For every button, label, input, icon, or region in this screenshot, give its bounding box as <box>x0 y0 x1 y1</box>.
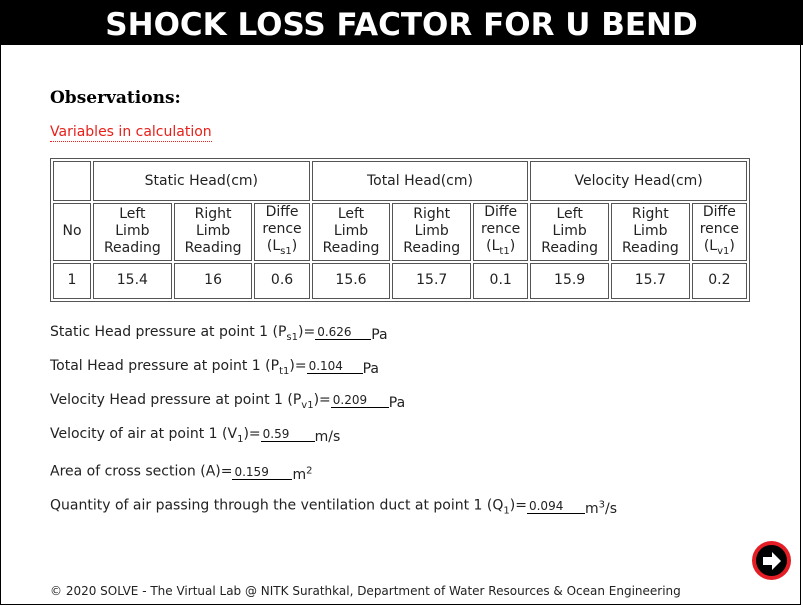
static-right-header: Right Limb Reading <box>173 203 253 261</box>
total-left-value: 15.6 <box>311 262 391 299</box>
total-right-value: 15.7 <box>392 262 472 299</box>
air-quantity-value: 0.094 <box>526 499 585 514</box>
static-pressure-line: Static Head pressure at point 1 (Ps1)= 0.… <box>50 324 388 343</box>
next-button[interactable] <box>752 541 791 580</box>
static-head-header: Static Head(cm) <box>93 161 310 201</box>
footer-copyright: © 2020 SOLVE - The Virtual Lab @ NITK Su… <box>50 584 681 598</box>
velocity-left-value: 15.9 <box>530 262 609 299</box>
total-left-header: Left Limb Reading <box>311 203 391 261</box>
no-header-empty <box>53 161 91 201</box>
no-header: No <box>53 203 91 261</box>
static-pressure-value: 0.626 <box>315 325 372 340</box>
air-velocity-line: Velocity of air at point 1 (V1)= 0.59 m/s <box>50 426 341 445</box>
total-pressure-line: Total Head pressure at point 1 (Pt1)= 0.1… <box>50 358 379 377</box>
static-diff-value: 0.6 <box>254 262 310 299</box>
static-diff-header: Diffe rence (Ls1) <box>254 203 310 261</box>
velocity-diff-value: 0.2 <box>691 262 747 299</box>
velocity-pressure-value: 0.209 <box>330 393 389 408</box>
static-left-header: Left Limb Reading <box>93 203 172 261</box>
velocity-diff-header: Diffe rence (Lv1) <box>691 203 747 261</box>
row-no: 1 <box>53 262 91 299</box>
observations-heading: Observations: <box>50 88 181 108</box>
variables-link[interactable]: Variables in calculation <box>50 124 212 142</box>
area-line: Area of cross section (A)= 0.159 m2 <box>50 463 313 483</box>
velocity-head-header: Velocity Head(cm) <box>530 161 747 201</box>
air-velocity-value: 0.59 <box>260 427 315 442</box>
total-head-header: Total Head(cm) <box>311 161 529 201</box>
total-pressure-value: 0.104 <box>306 359 363 374</box>
static-left-value: 15.4 <box>93 262 172 299</box>
table-row: 1 15.4 16 0.6 15.6 15.7 0.1 15.9 15.7 0.… <box>53 262 747 299</box>
area-value: 0.159 <box>232 465 293 480</box>
total-right-header: Right Limb Reading <box>392 203 472 261</box>
page-title: SHOCK LOSS FACTOR FOR U BEND <box>0 0 803 45</box>
total-diff-value: 0.1 <box>473 262 529 299</box>
results-list: Static Head pressure at point 1 (Ps1)= 0.… <box>50 322 617 526</box>
next-arrow-icon <box>756 545 787 576</box>
velocity-left-header: Left Limb Reading <box>530 203 609 261</box>
velocity-right-header: Right Limb Reading <box>611 203 690 261</box>
observation-table: Static Head(cm) Total Head(cm) Velocity … <box>50 158 750 302</box>
total-diff-header: Diffe rence (Lt1) <box>473 203 529 261</box>
velocity-right-value: 15.7 <box>611 262 690 299</box>
air-quantity-line: Quantity of air passing through the vent… <box>50 497 618 517</box>
velocity-pressure-line: Velocity Head pressure at point 1 (Pv1)=… <box>50 392 406 411</box>
static-right-value: 16 <box>173 262 253 299</box>
